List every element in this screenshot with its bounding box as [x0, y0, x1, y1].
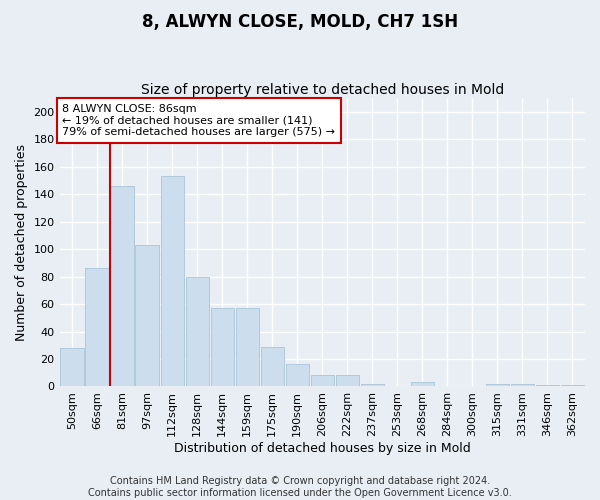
Text: 8 ALWYN CLOSE: 86sqm
← 19% of detached houses are smaller (141)
79% of semi-deta: 8 ALWYN CLOSE: 86sqm ← 19% of detached h… [62, 104, 335, 137]
Bar [361, 384, 384, 386]
Bar [61, 348, 83, 387]
Bar [536, 385, 559, 386]
Bar [561, 385, 584, 386]
Bar [286, 364, 309, 386]
X-axis label: Distribution of detached houses by size in Mold: Distribution of detached houses by size … [174, 442, 470, 455]
Bar [110, 186, 134, 386]
Bar [311, 376, 334, 386]
Bar [260, 346, 284, 387]
Title: Size of property relative to detached houses in Mold: Size of property relative to detached ho… [140, 83, 504, 97]
Y-axis label: Number of detached properties: Number of detached properties [15, 144, 28, 341]
Bar [511, 384, 534, 386]
Bar [161, 176, 184, 386]
Bar [486, 384, 509, 386]
Bar [85, 268, 109, 386]
Bar [211, 308, 234, 386]
Bar [236, 308, 259, 386]
Bar [136, 245, 159, 386]
Bar [411, 382, 434, 386]
Text: 8, ALWYN CLOSE, MOLD, CH7 1SH: 8, ALWYN CLOSE, MOLD, CH7 1SH [142, 12, 458, 30]
Bar [185, 276, 209, 386]
Bar [335, 376, 359, 386]
Text: Contains HM Land Registry data © Crown copyright and database right 2024.
Contai: Contains HM Land Registry data © Crown c… [88, 476, 512, 498]
